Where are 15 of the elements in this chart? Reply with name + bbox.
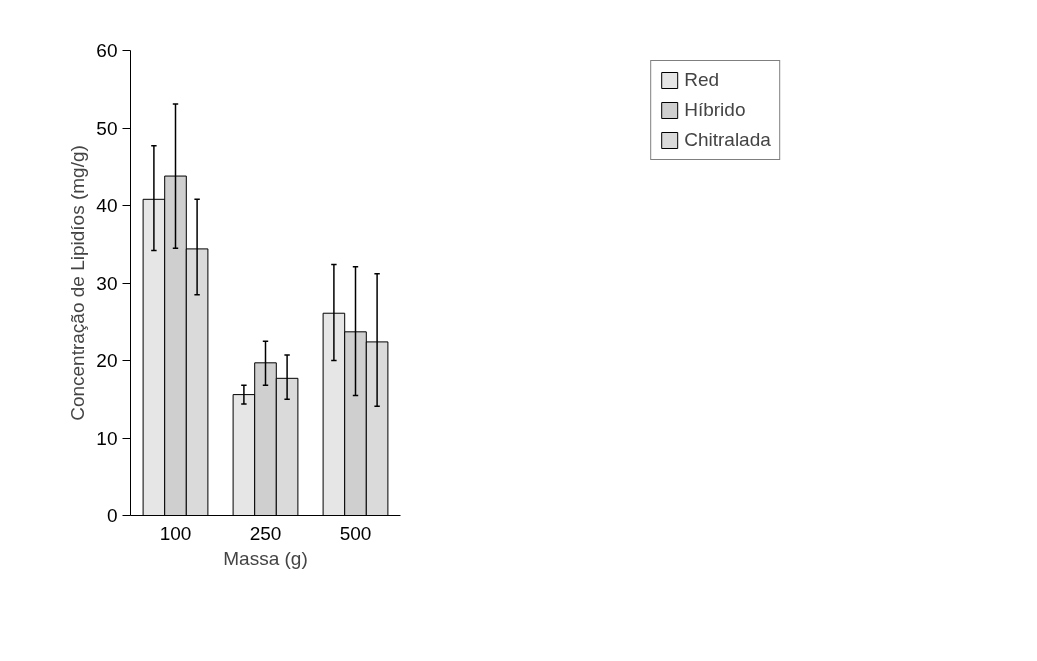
y-tick-label: 50 [96, 117, 118, 139]
legend-label: Red [684, 69, 720, 91]
y-axis-title: Concentração de Lipidíos (mg/g) [67, 145, 89, 421]
y-tick-label: 30 [96, 272, 118, 294]
x-axis-title: Massa (g) [223, 547, 308, 569]
y-tick-label: 10 [96, 427, 118, 449]
x-tick-label: 500 [339, 522, 372, 544]
x-tick-label: 100 [159, 522, 192, 544]
y-tick-label: 40 [96, 195, 118, 216]
y-tick-label: 20 [96, 350, 118, 371]
legend-label: Híbrido [684, 99, 746, 121]
x-tick-label: 250 [249, 522, 282, 544]
y-tick-label: 60 [96, 40, 118, 61]
legend-label: Chitralada [684, 129, 771, 151]
y-tick-label: 0 [106, 505, 118, 526]
